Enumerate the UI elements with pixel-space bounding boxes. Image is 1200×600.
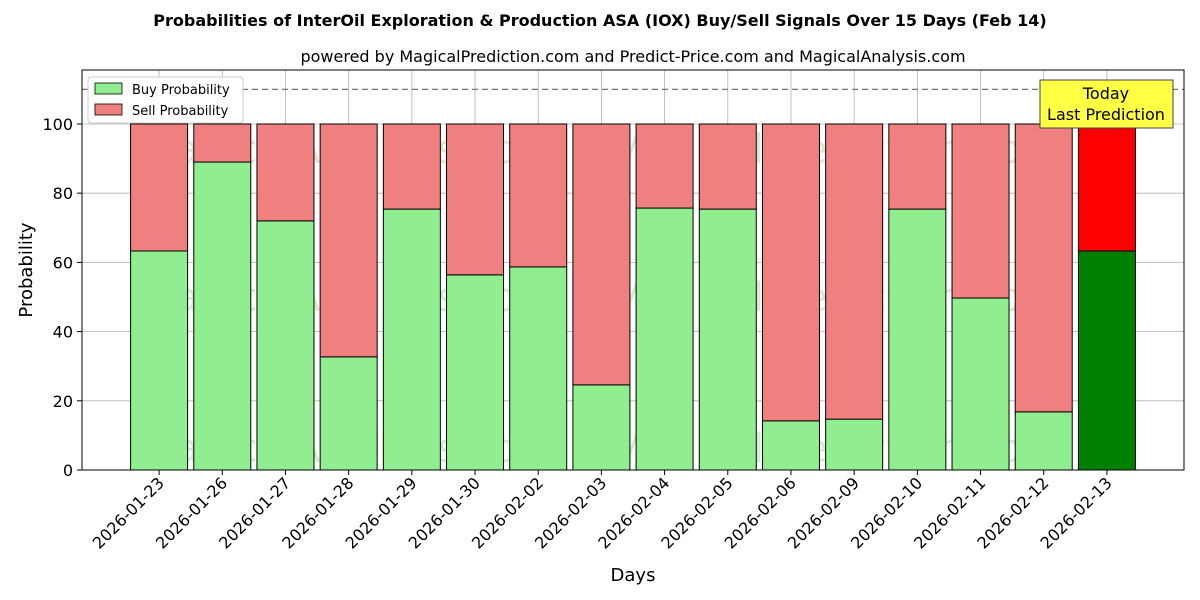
y-tick-label: 40: [53, 323, 73, 342]
y-axis-label: Probability: [16, 222, 37, 317]
chart-subtitle: powered by MagicalPrediction.com and Pre…: [300, 47, 965, 66]
buy-bar: [825, 418, 884, 471]
legend: Buy Probability Sell Probability: [87, 76, 244, 124]
sell-bar: [888, 123, 947, 210]
chart-title: Probabilities of InterOil Exploration & …: [153, 11, 1046, 30]
buy-bar: [888, 208, 947, 471]
y-tick-label: 80: [53, 184, 73, 203]
buy-bar: [193, 161, 252, 471]
legend-sell-swatch: [94, 103, 123, 116]
sell-bar: [1077, 123, 1136, 252]
sell-bar: [825, 123, 884, 420]
buy-bar: [951, 297, 1010, 471]
buy-bar: [319, 356, 378, 471]
buy-bar: [130, 250, 189, 471]
y-tick-label: 20: [53, 392, 73, 411]
today-annotation: Today Last Prediction: [1039, 79, 1174, 129]
legend-buy-label: Buy Probability: [132, 83, 230, 98]
buy-bar: [572, 384, 631, 471]
sell-bar: [572, 123, 631, 386]
sell-bar: [635, 123, 694, 209]
sell-bar: [256, 123, 315, 222]
sell-bar: [761, 123, 820, 422]
y-tick-label: 60: [53, 253, 73, 272]
buy-bar: [1077, 250, 1136, 471]
buy-bar: [509, 266, 568, 471]
x-axis-label: Days: [611, 565, 656, 586]
sell-bar: [1014, 123, 1073, 413]
plot-frame: [81, 69, 1185, 471]
sell-bar: [951, 123, 1010, 299]
buy-bar: [635, 207, 694, 471]
buy-bar: [698, 208, 757, 471]
buy-bar: [1014, 411, 1073, 471]
sell-bar: [446, 123, 505, 276]
svg-text:Today: Today: [1082, 84, 1129, 103]
sell-bar: [319, 123, 378, 358]
buy-bar: [382, 208, 441, 471]
sell-bar: [130, 123, 189, 252]
sell-bar: [382, 123, 441, 210]
legend-buy-swatch: [94, 82, 123, 95]
sell-bar: [509, 123, 568, 268]
svg-text:Last Prediction: Last Prediction: [1047, 105, 1165, 124]
sell-bar: [698, 123, 757, 210]
y-tick-label: 100: [42, 115, 73, 134]
buy-bar: [446, 274, 505, 471]
buy-bar: [256, 220, 315, 471]
legend-sell-label: Sell Probability: [132, 104, 229, 119]
sell-bar: [193, 123, 252, 163]
y-tick-label: 0: [63, 461, 73, 480]
buy-bar: [761, 420, 820, 471]
